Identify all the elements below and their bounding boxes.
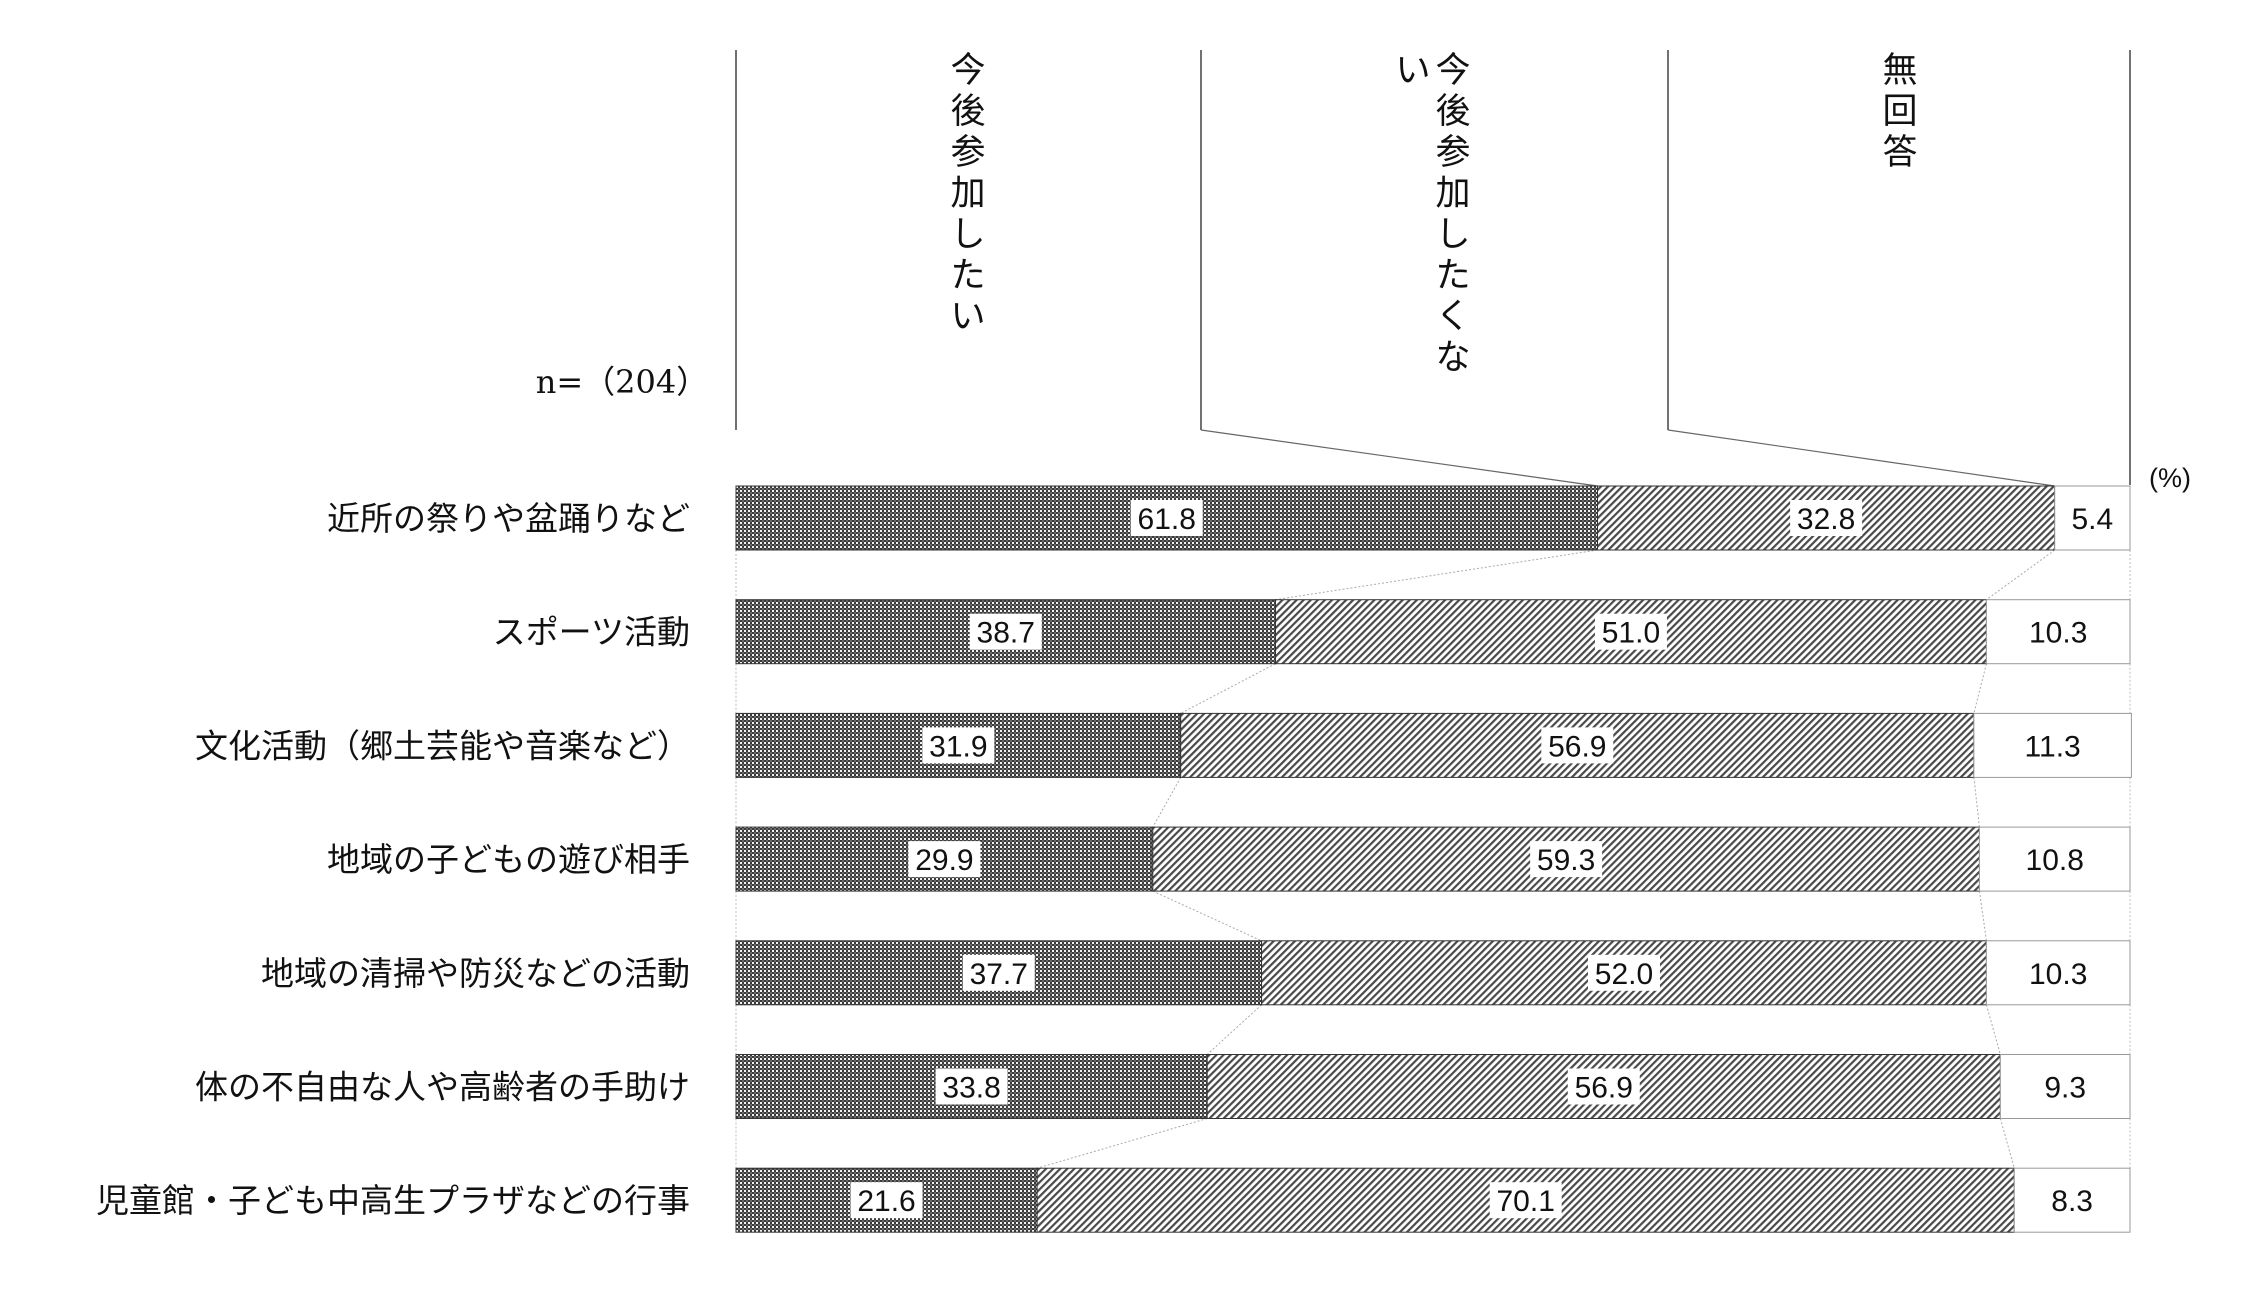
legend-header-char: 後	[1435, 92, 1470, 132]
value-label: 70.1	[1497, 1185, 1555, 1218]
segment-connector-lines	[735, 549, 2131, 1169]
value-label: 29.9	[915, 844, 973, 877]
value-label: 10.8	[2026, 844, 2084, 877]
connector-line	[1986, 549, 2056, 601]
legend-header-char: 今	[1435, 51, 1470, 91]
legend-header-char: 無	[1882, 51, 1917, 91]
value-label-bg	[850, 1182, 923, 1219]
bar-segment-2	[1978, 826, 2131, 892]
unit-label: (%)	[2149, 463, 2191, 493]
bar-segment-2	[1985, 940, 2131, 1006]
value-label: 56.9	[1575, 1072, 1633, 1105]
legend-header-char: 後	[950, 92, 985, 132]
connector-line	[1275, 549, 1598, 601]
legend-header-char: い	[1395, 51, 1430, 91]
value-label: 59.3	[1537, 844, 1595, 877]
connector-line	[1985, 1004, 2001, 1055]
connector-line	[1973, 663, 1987, 714]
legend-header-char: い	[950, 297, 985, 337]
connector-line	[1973, 777, 1980, 828]
category-label: 児童館・子ども中高生プラザなどの行事	[96, 1181, 690, 1220]
value-label: 38.7	[977, 617, 1035, 650]
legend-header-char: 答	[1882, 133, 1917, 173]
value-label-bg	[1130, 500, 1203, 536]
bar-segment-2	[1985, 599, 2131, 665]
value-label-bg	[922, 727, 995, 764]
value-label-bg	[1587, 954, 1660, 991]
header-connector-1	[1200, 429, 1598, 487]
legend-header-char: 加	[950, 174, 985, 214]
value-label: 51.0	[1602, 617, 1660, 650]
bar-segment-2	[1973, 712, 2132, 778]
category-label: 地域の清掃や防災などの活動	[261, 954, 690, 993]
legend-header-char: し	[950, 215, 985, 255]
connector-line	[1999, 1118, 2015, 1169]
bar-segment-2	[1999, 1054, 2131, 1119]
bar-row: 文化活動（郷土芸能や音楽など） 31.9 56.9 11.3	[195, 712, 2132, 778]
bar-row: 児童館・子ども中高生プラザなどの行事 21.6 70.1 8.3	[96, 1167, 2131, 1233]
bar-segment-2	[2013, 1167, 2131, 1233]
value-label-bg	[969, 613, 1042, 650]
legend-header-char: 回	[1882, 92, 1917, 132]
value-label-bg	[1530, 841, 1603, 878]
value-label: 21.6	[857, 1185, 915, 1218]
legend-header-char: 加	[1435, 174, 1470, 214]
category-label: 体の不自由な人や高齢者の手助け	[195, 1068, 690, 1107]
value-label: 31.9	[929, 730, 987, 763]
value-label: 8.3	[2051, 1185, 2093, 1218]
category-label: 地域の子どもの遊び相手	[327, 840, 690, 879]
legend-header-char: た	[950, 256, 985, 296]
value-label-bg	[908, 841, 981, 878]
category-label: 文化活動（郷土芸能や音楽など）	[195, 726, 690, 765]
legend-header-char: 今	[950, 51, 985, 91]
sample-size-label: n=（204）	[536, 363, 709, 401]
legend-header-char: く	[1435, 297, 1470, 337]
value-label: 11.3	[2025, 730, 2081, 763]
value-label: 9.3	[2044, 1072, 2086, 1105]
bar-row: スポーツ活動 38.7 51.0 10.3	[493, 599, 2131, 665]
value-label-bg	[1541, 727, 1614, 764]
connector-line	[1180, 663, 1276, 714]
value-label-bg	[1567, 1068, 1640, 1105]
value-label-bg	[962, 954, 1035, 991]
value-label: 32.8	[1797, 503, 1855, 536]
bar-row: 地域の清掃や防災などの活動 37.7 52.0 10.3	[261, 940, 2131, 1006]
value-label: 52.0	[1595, 958, 1653, 991]
connector-line	[1152, 777, 1182, 828]
connector-line	[1036, 1118, 1208, 1169]
bar-rows: 近所の祭りや盆踊りなど 61.8 32.8 5.4 スポーツ活動 38.7 51.0 10.3…	[96, 485, 2132, 1233]
value-label: 56.9	[1548, 730, 1606, 763]
bar-row: 体の不自由な人や高齢者の手助け 33.8 56.9 9.3	[195, 1054, 2131, 1119]
value-label-bg	[1594, 613, 1667, 650]
value-label: 61.8	[1138, 503, 1196, 536]
category-label: スポーツ活動	[493, 613, 690, 652]
bar-segment-2	[2054, 485, 2131, 551]
value-label: 10.3	[2029, 958, 2087, 991]
value-label-bg	[935, 1068, 1008, 1105]
value-label-bg	[1790, 500, 1863, 536]
value-label: 10.3	[2029, 617, 2087, 650]
legend-header-char: 参	[950, 133, 985, 173]
value-label: 5.4	[2072, 503, 2114, 536]
value-label: 37.7	[970, 958, 1028, 991]
bar-row: 近所の祭りや盆踊りなど 61.8 32.8 5.4	[327, 485, 2131, 551]
category-label: 近所の祭りや盆踊りなど	[327, 499, 690, 538]
connector-line	[1206, 1004, 1262, 1055]
connector-line	[1978, 891, 1987, 941]
value-label: 33.8	[942, 1072, 1000, 1105]
legend-header-char: た	[1435, 256, 1470, 296]
legend-header-char: し	[1435, 215, 1470, 255]
bar-row: 地域の子どもの遊び相手 29.9 59.3 10.8	[327, 826, 2131, 892]
header-connector-2	[1667, 429, 2055, 487]
connector-line	[1152, 890, 1262, 942]
value-label-bg	[1489, 1182, 1562, 1219]
legend-header-2: 無回答	[1882, 51, 1917, 173]
legend-header-char: な	[1435, 338, 1470, 378]
legend-header-char: 参	[1435, 133, 1470, 173]
